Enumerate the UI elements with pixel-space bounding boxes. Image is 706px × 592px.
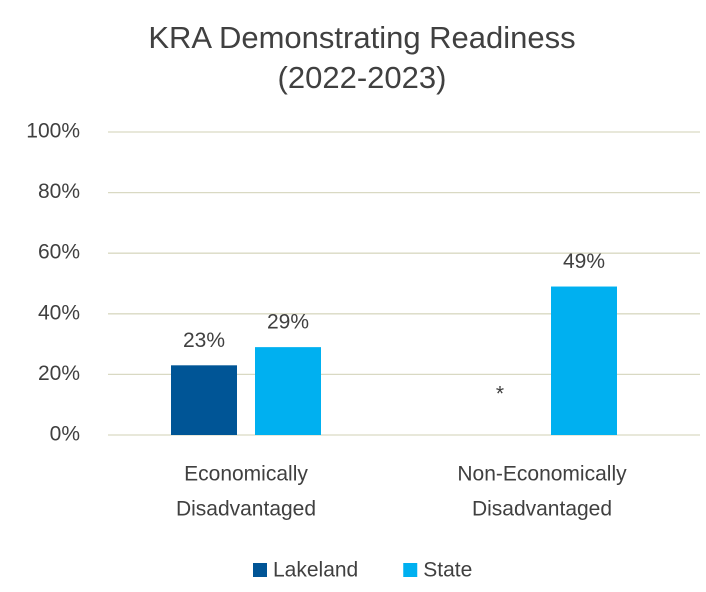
y-tick-label: 60% (38, 241, 80, 264)
data-label: 29% (267, 311, 309, 334)
legend-label: Lakeland (273, 559, 358, 582)
x-tick-label: Disadvantaged (472, 498, 612, 521)
y-tick-label: 40% (38, 301, 80, 324)
data-label: * (496, 383, 504, 406)
bar (255, 347, 321, 435)
chart-title: (2022-2023) (278, 60, 447, 95)
bar (551, 286, 617, 435)
x-tick-label: Economically (184, 463, 308, 486)
data-label: 49% (563, 250, 605, 273)
y-tick-label: 20% (38, 362, 80, 385)
y-tick-label: 100% (26, 120, 80, 143)
x-tick-label: Disadvantaged (176, 498, 316, 521)
bar (171, 365, 237, 435)
legend-label: State (423, 559, 472, 582)
legend-swatch (403, 563, 418, 577)
x-tick-label: Non-Economically (457, 463, 627, 486)
y-tick-label: 0% (50, 423, 80, 446)
legend-swatch (253, 563, 267, 577)
data-label: 23% (183, 329, 225, 352)
chart-title: KRA Demonstrating Readiness (148, 20, 575, 55)
y-tick-label: 80% (38, 180, 80, 203)
